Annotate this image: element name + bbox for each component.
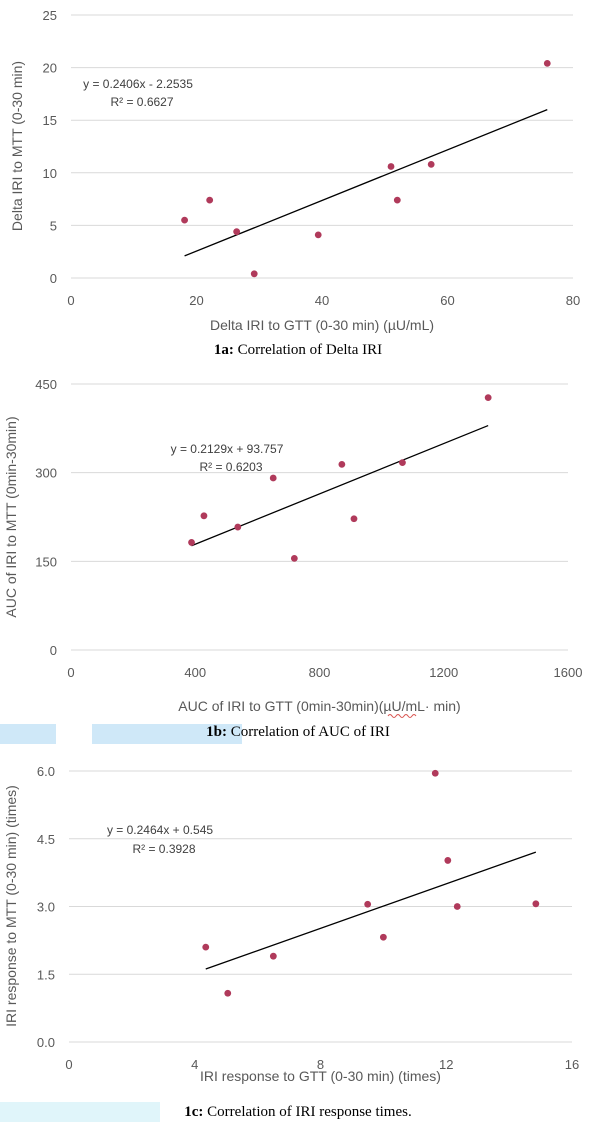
chart-2-data-point (399, 459, 406, 467)
chart-1-data-point (233, 228, 241, 236)
chart-3-x-tick-label: 12 (439, 1057, 453, 1072)
chart-3-x-tick-label: 8 (317, 1057, 324, 1072)
chart-2-data-point (234, 523, 242, 531)
chart-3-data-point (379, 933, 387, 941)
chart-2-trendline-equation: y = 0.2129x + 93.757 (171, 442, 284, 456)
chart-3-x-tick-label: 16 (565, 1057, 579, 1072)
chart-2-trendline (191, 424, 489, 547)
chart-2-data-point (338, 460, 346, 468)
chart-1-x-axis-title: Delta IRI to GTT (0-30 min) (µU/mL) (210, 317, 434, 333)
chart-1-y-axis-title: Delta IRI to MTT (0-30 min) (9, 61, 25, 231)
chart-2-data-point (484, 394, 492, 401)
chart-1-data-point (181, 216, 188, 224)
caption-1c-text: Correlation of IRI response times. (203, 1104, 412, 1120)
chart-2-x-tick-label: 800 (309, 665, 331, 680)
chart-2-r-squared: R² = 0.6203 (199, 460, 262, 474)
chart-1-data-point (387, 163, 395, 170)
caption-1a: 1a: Correlation of Delta IRI (0, 342, 596, 359)
chart-1-x-tick-label: 0 (67, 293, 74, 308)
chart-1-y-tick-label: 5 (50, 218, 57, 233)
chart-2-data-point (188, 539, 195, 546)
chart-1-y-tick-label: 25 (43, 8, 57, 23)
chart-2-data-point (350, 515, 358, 523)
chart-3-data-point (532, 900, 540, 908)
caption-highlight-1b-left (0, 724, 56, 744)
chart-3-y-tick-label: 6.0 (37, 764, 55, 779)
chart-1-y-tick-label: 0 (50, 271, 57, 286)
chart-1-data-point (250, 270, 258, 278)
chart-3-y-tick-label: 3.0 (37, 900, 55, 915)
chart-1-x-tick-label: 80 (566, 293, 580, 308)
caption-1b-text: Correlation of AUC of IRI (226, 724, 390, 740)
chart-3-trendline (205, 851, 537, 970)
chart-1-trendline-equation: y = 0.2406x - 2.2535 (83, 77, 193, 91)
chart-3-data-point (444, 857, 452, 864)
chart-1-x-tick-label: 20 (189, 293, 203, 308)
chart-2-y-tick-label: 0 (50, 643, 57, 658)
chart-2-y-axis-title: AUC of IRI to MTT (0min-30min) (3, 416, 19, 617)
chart-3-x-axis-title: IRI response to GTT (0-30 min) (times) (200, 1068, 441, 1084)
chart-2-x-tick-label: 1200 (429, 665, 458, 680)
chart-3-x-tick-label: 0 (65, 1057, 72, 1072)
chart-1-data-point (427, 160, 435, 168)
chart-1-data-point (206, 196, 214, 204)
chart-1-y-tick-label: 20 (43, 61, 57, 76)
spellcheck-underline (387, 714, 417, 718)
chart-3-data-point (269, 952, 277, 960)
chart-3-data-point (453, 903, 461, 910)
chart-3-data-point (364, 900, 372, 908)
chart-1-y-tick-label: 10 (43, 166, 57, 181)
chart-1-y-tick-label: 15 (43, 113, 57, 128)
chart-3-y-tick-label: 0.0 (37, 1035, 55, 1050)
caption-highlight-1c (0, 1102, 160, 1122)
chart-3-y-tick-label: 4.5 (37, 832, 55, 847)
chart-1-data-point (543, 59, 551, 67)
caption-1c-label: 1c: (184, 1104, 204, 1120)
chart-2-x-tick-label: 1600 (554, 665, 583, 680)
chart-1-x-tick-label: 60 (440, 293, 454, 308)
chart-2-data-point (290, 554, 298, 562)
caption-1a-text: Correlation of Delta IRI (233, 342, 383, 358)
chart-1-data-point (393, 196, 401, 204)
caption-1b-label: 1b: (206, 724, 227, 740)
chart-3-y-tick-label: 1.5 (37, 967, 55, 982)
chart-3-y-axis-title: IRI response to MTT (0-30 min) (times) (3, 785, 19, 1027)
chart-2-data-point (200, 512, 208, 520)
chart-3-r-squared: R² = 0.3928 (132, 842, 195, 856)
chart-2-y-tick-label: 150 (35, 554, 57, 569)
chart-3-trendline-equation: y = 0.2464x + 0.545 (107, 823, 213, 837)
chart-2-y-tick-label: 300 (35, 466, 57, 481)
chart-1-r-squared: R² = 0.6627 (110, 95, 173, 109)
chart-1-data-point (314, 231, 322, 239)
chart-1-trendline (184, 108, 548, 257)
chart-3-data-point (431, 769, 439, 777)
caption-highlight-1b-right (92, 724, 242, 744)
caption-1a-label: 1a: (213, 342, 234, 358)
caption-1b: 1b: Correlation of AUC of IRI (0, 724, 596, 741)
chart-3-data-point (224, 989, 232, 997)
chart-2-x-tick-label: 400 (184, 665, 206, 680)
chart-1-x-tick-label: 40 (315, 293, 329, 308)
chart-3-data-point (202, 943, 210, 951)
chart-2-y-tick-label: 450 (35, 377, 57, 392)
chart-3-x-tick-label: 4 (191, 1057, 198, 1072)
chart-2-x-axis-title: AUC of IRI to GTT (0min-30min)(µU/mL· mi… (178, 698, 460, 714)
chart-2-data-point (269, 474, 277, 482)
chart-2-x-tick-label: 0 (67, 665, 74, 680)
caption-1c: 1c: Correlation of IRI response times. (0, 1104, 596, 1121)
